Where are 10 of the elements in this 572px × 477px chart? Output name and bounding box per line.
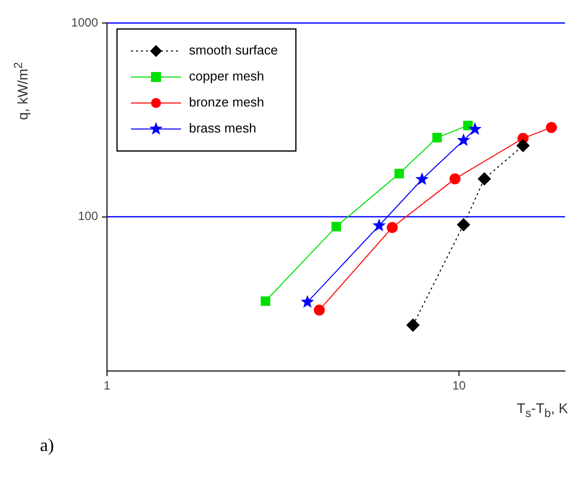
x-tick-label: 1 xyxy=(104,378,111,393)
legend-label: bronze mesh xyxy=(189,94,264,110)
x-axis-title: T$_{s}$-T$_{b}$, K xyxy=(516,400,568,420)
x-tick-label: 10 xyxy=(452,378,466,393)
legend-label: copper mesh xyxy=(189,68,264,84)
legend-label: brass mesh xyxy=(189,120,256,136)
text: a) xyxy=(40,435,54,456)
y-tick-label: 100 xyxy=(78,209,98,224)
legend-label: smooth surface xyxy=(189,42,278,58)
y-tick-label: 1000 xyxy=(71,15,98,30)
